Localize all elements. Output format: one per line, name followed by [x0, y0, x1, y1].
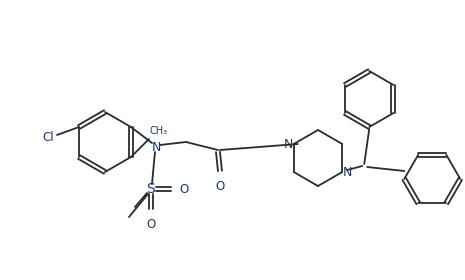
Text: N: N	[343, 165, 352, 179]
Text: Cl: Cl	[42, 130, 54, 144]
Text: N: N	[151, 141, 161, 153]
Text: O: O	[215, 180, 225, 193]
Text: O: O	[179, 183, 188, 195]
Text: O: O	[146, 218, 156, 231]
Text: N: N	[283, 137, 293, 151]
Text: S: S	[146, 182, 155, 196]
Text: CH₃: CH₃	[150, 126, 168, 136]
